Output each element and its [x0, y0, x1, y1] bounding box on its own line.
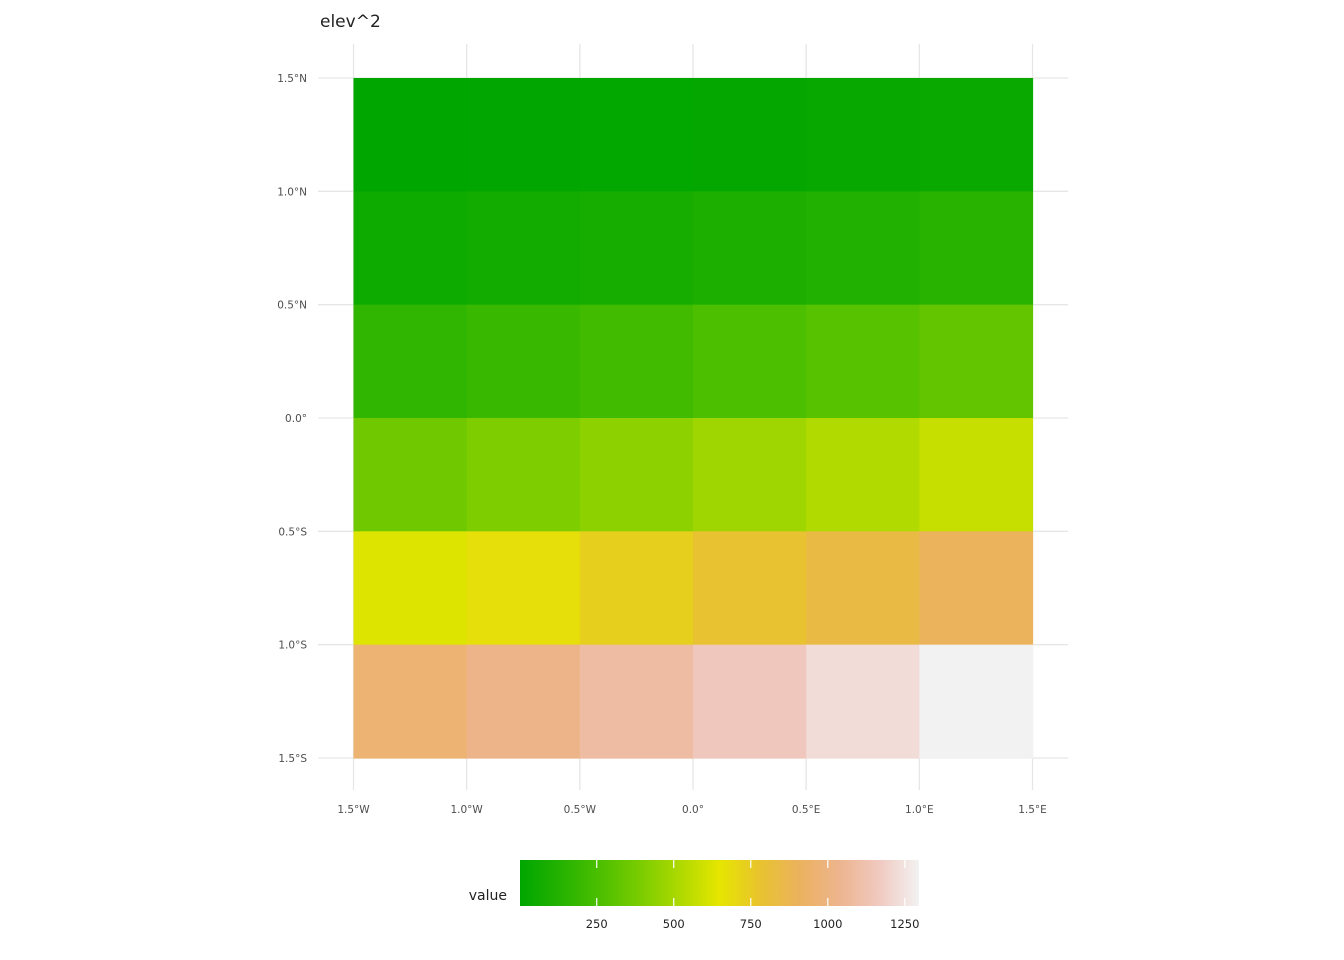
legend-colorbar — [520, 860, 919, 906]
heatmap-cell — [693, 531, 807, 646]
heatmap-cell — [579, 644, 694, 759]
heatmap-cell — [579, 191, 694, 306]
heatmap-cell — [353, 531, 468, 646]
heatmap-cell — [919, 418, 1034, 532]
y-tick-label: 1.5°N — [277, 73, 307, 85]
heatmap-cell — [806, 191, 920, 306]
heatmap-cell — [919, 304, 1034, 419]
heatmap-cell — [353, 418, 468, 532]
heatmap-cell — [466, 304, 581, 419]
heatmap-cell — [579, 531, 694, 646]
heatmap-cell — [693, 304, 807, 419]
heatmap-cell — [919, 644, 1034, 759]
heatmap-cell — [466, 191, 581, 306]
heatmap-cell — [806, 531, 920, 646]
heatmap-cell — [693, 644, 807, 759]
heatmap-cell — [466, 78, 581, 192]
legend-title: value — [469, 888, 507, 904]
heatmap-cell — [806, 304, 920, 419]
y-tick-label: 1.0°S — [278, 640, 307, 652]
x-tick-label: 1.5°W — [337, 804, 370, 816]
heatmap-cell — [353, 644, 468, 759]
heatmap-cell — [806, 78, 920, 192]
x-tick-label: 1.0°E — [905, 804, 934, 816]
heatmap-cell — [693, 191, 807, 306]
heatmap-cells — [353, 78, 1034, 759]
x-tick-label: 1.0°W — [450, 804, 483, 816]
legend-tick-label: 750 — [740, 917, 762, 931]
y-axis-tick-labels: 1.5°N 1.0°N 0.5°N 0.0° 0.5°S 1.0°S 1.5°S — [277, 73, 307, 765]
heatmap-cell — [466, 531, 581, 646]
heatmap-cell — [353, 191, 468, 306]
heatmap-cell — [919, 191, 1034, 306]
heatmap-cell — [806, 644, 920, 759]
legend-tick-label: 1250 — [890, 917, 919, 931]
heatmap-cell — [579, 304, 694, 419]
x-axis-tick-labels: 1.5°W 1.0°W 0.5°W 0.0° 0.5°E 1.0°E 1.5°E — [337, 804, 1046, 816]
chart-title: elev^2 — [320, 12, 381, 32]
heatmap-cell — [353, 304, 468, 419]
y-tick-label: 0.5°N — [277, 300, 307, 312]
legend-tick-label: 500 — [663, 917, 685, 931]
color-legend: value 250 500 750 1000 1250 — [469, 860, 919, 931]
legend-tick-label: 1000 — [813, 917, 842, 931]
heatmap-cell — [919, 531, 1034, 646]
heatmap-cell — [579, 78, 694, 192]
legend-tick-label: 250 — [586, 917, 608, 931]
y-tick-label: 0.0° — [285, 413, 307, 425]
heatmap-cell — [919, 78, 1034, 192]
x-tick-label: 0.5°E — [792, 804, 821, 816]
legend-ticks: 250 500 750 1000 1250 — [586, 860, 919, 931]
x-tick-label: 0.5°W — [564, 804, 597, 816]
heatmap-cell — [806, 418, 920, 532]
heatmap-cell — [466, 418, 581, 532]
heatmap-cell — [466, 644, 581, 759]
x-tick-label: 1.5°E — [1018, 804, 1047, 816]
y-tick-label: 0.5°S — [278, 526, 307, 538]
heatmap-cell — [693, 78, 807, 192]
x-tick-label: 0.0° — [682, 804, 704, 816]
heatmap-cell — [353, 78, 468, 192]
heatmap-cell — [693, 418, 807, 532]
y-tick-label: 1.0°N — [277, 186, 307, 198]
heatmap-cell — [579, 418, 694, 532]
y-tick-label: 1.5°S — [278, 753, 307, 765]
